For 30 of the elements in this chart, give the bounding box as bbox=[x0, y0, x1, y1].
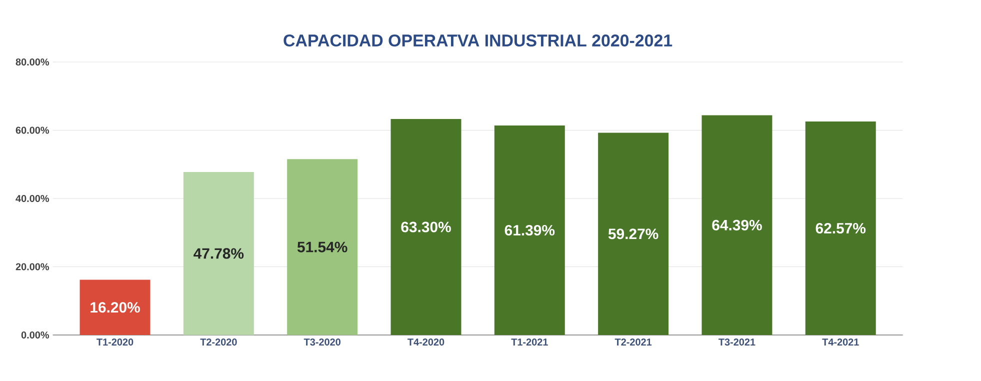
y-tick-label: 20.00% bbox=[16, 263, 50, 270]
chart-title: CAPACIDAD OPERATVA INDUSTRIAL 2020-2021 bbox=[284, 34, 672, 47]
bar bbox=[598, 132, 669, 335]
y-tick-label: 60.00% bbox=[16, 126, 50, 134]
x-tick-label: T2-2021 bbox=[614, 338, 652, 346]
data-label: 64.39% bbox=[712, 220, 762, 230]
x-tick-label: T4-2021 bbox=[822, 338, 859, 346]
data-label: 16.20% bbox=[90, 302, 140, 313]
bar bbox=[183, 172, 254, 335]
bar bbox=[287, 159, 358, 335]
bar bbox=[805, 121, 876, 335]
data-label: 62.57% bbox=[816, 222, 866, 234]
bar bbox=[702, 115, 772, 335]
x-tick-label: T1-2021 bbox=[511, 338, 548, 346]
y-tick-label: 0.00% bbox=[21, 331, 50, 339]
bar bbox=[390, 118, 462, 335]
x-tick-label: T3-2021 bbox=[718, 338, 756, 346]
data-label: 61.39% bbox=[504, 224, 555, 236]
bar bbox=[494, 126, 565, 335]
x-tick-label: T1-2020 bbox=[96, 338, 134, 346]
y-tick-label: 40.00% bbox=[16, 194, 50, 202]
x-tick-label: T3-2020 bbox=[304, 338, 340, 346]
x-tick-label: T2-2020 bbox=[200, 338, 237, 346]
bar bbox=[80, 280, 150, 335]
x-tick-label: T4-2020 bbox=[408, 338, 444, 346]
data-label: 59.27% bbox=[608, 228, 658, 240]
data-label: 63.30% bbox=[401, 222, 451, 232]
data-label: 51.54% bbox=[297, 242, 348, 252]
data-label: 47.78% bbox=[194, 248, 244, 259]
y-tick-label: 80.00% bbox=[16, 58, 50, 66]
